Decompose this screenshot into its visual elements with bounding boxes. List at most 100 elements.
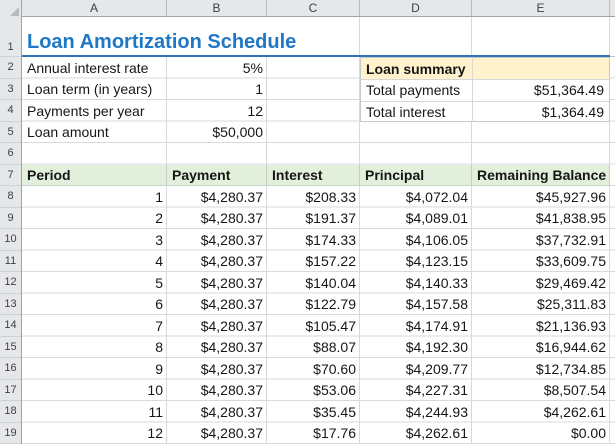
loan-param-label-cell[interactable]: Annual interest rate: [27, 59, 149, 76]
period-cell[interactable]: 6: [155, 296, 163, 313]
sheet-title-cell[interactable]: Loan Amortization Schedule: [22, 17, 302, 55]
row-header-15[interactable]: 15: [0, 337, 21, 358]
period-cell[interactable]: 11: [148, 403, 163, 420]
summary-header-empty-cell[interactable]: [472, 58, 609, 80]
row-header-7[interactable]: 7: [0, 165, 21, 186]
column-header-c[interactable]: C: [267, 0, 360, 16]
payment-cell[interactable]: $4,280.37: [200, 274, 263, 291]
interest-cell[interactable]: $208.33: [305, 188, 356, 205]
loan-param-value-cell[interactable]: 1: [255, 81, 263, 98]
column-header-period[interactable]: Period: [22, 164, 167, 185]
payment-cell[interactable]: $4,280.37: [200, 403, 263, 420]
interest-cell[interactable]: $53.06: [313, 382, 356, 399]
row-header-19[interactable]: 19: [0, 423, 21, 444]
row-header-9[interactable]: 9: [0, 208, 21, 229]
period-cell[interactable]: 7: [155, 317, 163, 334]
row-header-16[interactable]: 16: [0, 358, 21, 380]
period-cell[interactable]: 3: [155, 231, 163, 248]
interest-cell[interactable]: $174.33: [305, 231, 356, 248]
period-cell[interactable]: 12: [147, 425, 163, 442]
principal-cell[interactable]: $4,209.77: [405, 360, 468, 377]
period-cell[interactable]: 4: [155, 253, 163, 270]
row-header-14[interactable]: 14: [0, 315, 21, 337]
row-header-3[interactable]: 3: [0, 79, 21, 100]
period-cell[interactable]: 9: [155, 360, 163, 377]
balance-cell[interactable]: $0.00: [570, 425, 606, 442]
principal-cell[interactable]: $4,174.91: [405, 317, 468, 334]
period-cell[interactable]: 10: [147, 382, 163, 399]
row-header-5[interactable]: 5: [0, 122, 21, 143]
principal-cell[interactable]: $4,089.01: [405, 210, 468, 227]
row-header-17[interactable]: 17: [0, 380, 21, 401]
principal-cell[interactable]: $4,072.04: [405, 188, 468, 205]
row-header-10[interactable]: 10: [0, 229, 21, 251]
row-header-11[interactable]: 11: [0, 251, 21, 272]
row-header-4[interactable]: 4: [0, 100, 21, 122]
loan-param-value-cell[interactable]: 5%: [242, 59, 263, 76]
interest-cell[interactable]: $122.79: [305, 296, 356, 313]
loan-param-label-cell[interactable]: Loan term (in years): [27, 81, 153, 98]
balance-cell[interactable]: $4,262.61: [543, 403, 606, 420]
principal-cell[interactable]: $4,157.58: [405, 296, 468, 313]
column-header-b[interactable]: B: [167, 0, 267, 16]
row-header-1[interactable]: 1: [0, 17, 21, 57]
period-cell[interactable]: 1: [155, 188, 163, 205]
interest-cell[interactable]: $35.45: [313, 403, 356, 420]
interest-cell[interactable]: $70.60: [313, 360, 356, 377]
balance-cell[interactable]: $12,734.85: [535, 360, 606, 377]
balance-cell[interactable]: $33,609.75: [535, 253, 606, 270]
row-header-18[interactable]: 18: [0, 401, 21, 423]
interest-cell[interactable]: $157.22: [305, 253, 356, 270]
summary-header-cell[interactable]: Loan summary: [366, 60, 466, 77]
payment-cell[interactable]: $4,280.37: [200, 317, 263, 334]
interest-cell[interactable]: $140.04: [305, 274, 356, 291]
interest-cell[interactable]: $88.07: [313, 339, 356, 356]
select-all-button[interactable]: [0, 0, 22, 17]
payment-cell[interactable]: $4,280.37: [200, 253, 263, 270]
payment-cell[interactable]: $4,280.37: [200, 188, 263, 205]
payment-cell[interactable]: $4,280.37: [200, 425, 263, 442]
principal-cell[interactable]: $4,192.30: [405, 339, 468, 356]
column-header-payment[interactable]: Payment: [167, 164, 267, 185]
balance-cell[interactable]: $21,136.93: [535, 317, 606, 334]
balance-cell[interactable]: $29,469.42: [535, 274, 606, 291]
loan-param-label-cell[interactable]: Loan amount: [27, 124, 109, 141]
row-header-2[interactable]: 2: [0, 57, 21, 79]
row-header-8[interactable]: 8: [0, 186, 21, 208]
interest-cell[interactable]: $105.47: [305, 317, 356, 334]
period-cell[interactable]: 2: [155, 210, 163, 227]
interest-cell[interactable]: $17.76: [313, 425, 356, 442]
payment-cell[interactable]: $4,280.37: [200, 210, 263, 227]
principal-cell[interactable]: $4,244.93: [405, 403, 468, 420]
summary-value-cell[interactable]: $1,364.49: [472, 101, 609, 122]
principal-cell[interactable]: $4,227.31: [405, 382, 468, 399]
principal-cell[interactable]: $4,140.33: [405, 274, 468, 291]
balance-cell[interactable]: $37,732.91: [535, 231, 606, 248]
balance-cell[interactable]: $41,838.95: [535, 210, 606, 227]
payment-cell[interactable]: $4,280.37: [200, 231, 263, 248]
column-header-balance[interactable]: Remaining Balance: [472, 164, 610, 185]
column-header-interest[interactable]: Interest: [267, 164, 360, 185]
loan-param-value-cell[interactable]: 12: [247, 102, 263, 119]
balance-cell[interactable]: $8,507.54: [543, 382, 606, 399]
column-header-a[interactable]: A: [22, 0, 167, 16]
principal-cell[interactable]: $4,123.15: [405, 253, 468, 270]
summary-label-cell[interactable]: Total interest: [366, 103, 446, 120]
row-header-6[interactable]: 6: [0, 143, 21, 165]
balance-cell[interactable]: $25,311.83: [536, 296, 606, 313]
row-header-12[interactable]: 12: [0, 272, 21, 294]
period-cell[interactable]: 5: [155, 274, 163, 291]
column-header-d[interactable]: D: [360, 0, 472, 16]
principal-cell[interactable]: $4,262.61: [405, 425, 468, 442]
summary-value-cell[interactable]: $51,364.49: [472, 80, 609, 101]
principal-cell[interactable]: $4,106.05: [405, 231, 468, 248]
payment-cell[interactable]: $4,280.37: [200, 296, 263, 313]
column-header-e[interactable]: E: [472, 0, 610, 16]
interest-cell[interactable]: $191.37: [305, 210, 356, 227]
row-header-13[interactable]: 13: [0, 294, 21, 315]
balance-cell[interactable]: $45,927.96: [535, 188, 606, 205]
column-header-principal[interactable]: Principal: [360, 164, 472, 185]
payment-cell[interactable]: $4,280.37: [200, 382, 263, 399]
period-cell[interactable]: 8: [155, 339, 163, 356]
loan-param-value-cell[interactable]: $50,000: [212, 124, 263, 141]
